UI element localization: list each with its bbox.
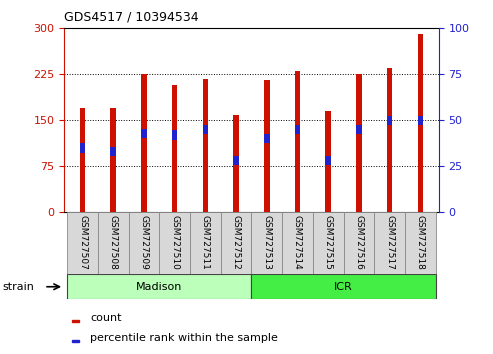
Bar [264, 80, 270, 212]
Bar [251, 274, 436, 299]
Bar [129, 212, 159, 274]
Bar [356, 74, 362, 212]
Bar [325, 111, 331, 212]
Text: percentile rank within the sample: percentile rank within the sample [90, 333, 278, 343]
Bar [251, 212, 282, 274]
Text: GSM727518: GSM727518 [416, 216, 425, 270]
Bar [282, 212, 313, 274]
Text: GSM727507: GSM727507 [78, 216, 87, 270]
Bar [98, 212, 129, 274]
Text: GSM727510: GSM727510 [170, 216, 179, 270]
Text: GSM727514: GSM727514 [293, 216, 302, 270]
Bar [295, 71, 300, 212]
Bar [203, 125, 208, 134]
Bar [80, 108, 85, 212]
Bar [356, 125, 362, 134]
Text: GSM727516: GSM727516 [354, 216, 363, 270]
Bar [141, 129, 147, 138]
Bar [80, 143, 85, 153]
Bar [264, 134, 270, 143]
Bar [418, 116, 423, 125]
Bar [221, 212, 251, 274]
Bar [172, 131, 177, 140]
Bar [405, 212, 436, 274]
Bar [203, 79, 208, 212]
Bar [295, 125, 300, 134]
Text: GSM727515: GSM727515 [324, 216, 333, 270]
Bar [172, 85, 177, 212]
Bar [159, 212, 190, 274]
Bar [233, 115, 239, 212]
Text: GSM727509: GSM727509 [140, 216, 148, 270]
Text: Madison: Madison [136, 282, 182, 292]
Bar [110, 147, 116, 156]
Bar [71, 320, 79, 322]
Bar [418, 34, 423, 212]
Text: strain: strain [2, 282, 35, 292]
Text: GSM727512: GSM727512 [232, 216, 241, 270]
Bar [67, 212, 98, 274]
Text: ICR: ICR [334, 282, 353, 292]
Bar [67, 274, 251, 299]
Bar [110, 108, 116, 212]
Bar [233, 156, 239, 165]
Bar [387, 116, 392, 125]
Bar [374, 212, 405, 274]
Text: GSM727517: GSM727517 [385, 216, 394, 270]
Bar [387, 68, 392, 212]
Bar [325, 156, 331, 165]
Bar [71, 340, 79, 342]
Text: GDS4517 / 10394534: GDS4517 / 10394534 [64, 10, 199, 23]
Bar [344, 212, 374, 274]
Bar [190, 212, 221, 274]
Bar [141, 74, 147, 212]
Bar [313, 212, 344, 274]
Text: count: count [90, 313, 122, 323]
Text: GSM727508: GSM727508 [109, 216, 118, 270]
Text: GSM727511: GSM727511 [201, 216, 210, 270]
Text: GSM727513: GSM727513 [262, 216, 271, 270]
